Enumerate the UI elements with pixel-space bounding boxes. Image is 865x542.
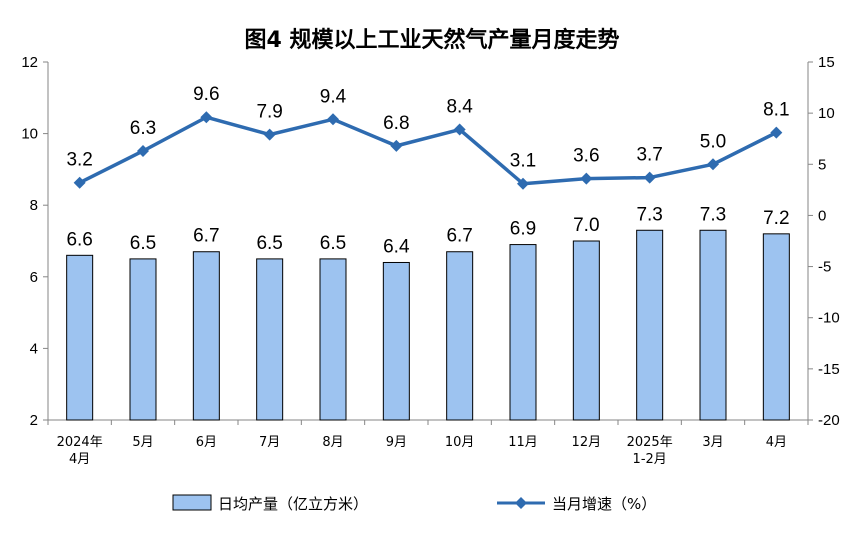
legend-line-marker — [515, 497, 527, 509]
series-line — [78, 115, 778, 186]
bar-data-label: 7.3 — [700, 204, 726, 225]
bar — [509, 244, 537, 421]
bar-data-label: 6.5 — [320, 233, 346, 254]
line-point — [453, 123, 466, 136]
line-point — [517, 177, 529, 190]
bar — [636, 229, 664, 421]
bar — [382, 261, 410, 421]
bar — [66, 254, 94, 421]
line-data-label: 3.1 — [510, 151, 536, 172]
x-tick-label: 2024年 — [57, 435, 103, 450]
bar-data-label: 6.5 — [130, 233, 156, 254]
x-tick-label: 1-2月 — [633, 452, 667, 467]
x-tick-label: 2025年 — [627, 435, 673, 450]
line-point — [73, 176, 86, 189]
bar-data-label: 6.5 — [256, 233, 282, 254]
bar — [319, 258, 347, 421]
bar — [129, 258, 157, 421]
line-point — [200, 111, 213, 124]
line-point — [390, 139, 403, 152]
line-data-label: 8.4 — [446, 97, 473, 118]
line-data-label: 3.7 — [636, 145, 662, 166]
line-data-label: 6.8 — [383, 113, 409, 134]
y-right-tick-label: -5 — [818, 259, 831, 276]
y-left-tick-label: 2 — [30, 412, 38, 429]
bar — [256, 258, 284, 421]
y-left-tick-label: 4 — [30, 340, 38, 357]
line-point — [327, 113, 339, 126]
bar-data-label: 6.6 — [66, 229, 92, 250]
bar-data-label: 6.4 — [383, 236, 410, 257]
line-point — [580, 172, 593, 185]
legend-bar-swatch — [172, 494, 212, 511]
line-data-label: 3.6 — [573, 146, 599, 167]
x-tick-label: 5月 — [132, 435, 153, 450]
line-point — [137, 144, 149, 157]
bar-data-label: 6.7 — [193, 226, 219, 247]
x-tick-label: 10月 — [445, 435, 475, 450]
bar-data-label: 7.2 — [763, 208, 789, 229]
line-point — [643, 171, 656, 184]
bar — [192, 251, 220, 421]
line-data-label: 9.4 — [320, 86, 347, 107]
bar — [572, 240, 600, 421]
line-point — [707, 158, 719, 171]
bar-data-label: 6.9 — [510, 219, 536, 240]
legend: 日均产量（亿立方米） 当月增速（%） — [172, 494, 656, 513]
line-data-label: 9.6 — [193, 84, 219, 105]
bar-data-label: 7.3 — [636, 204, 662, 225]
plot-area: 2 4 6 8 10 12 -20 -15 -10 -5 0 5 10 15 2024年 4月 5月 6月 7月 8月… — [21, 54, 839, 467]
legend-bar-label: 日均产量（亿立方米） — [218, 495, 368, 513]
line-point — [770, 126, 783, 139]
line-point — [263, 128, 276, 141]
legend-line-label: 当月增速（%） — [552, 495, 656, 513]
x-tick-label: 3月 — [702, 435, 723, 450]
chart-title: 图4 规模以上工业天然气产量月度走势 — [245, 27, 620, 53]
line-data-label: 7.9 — [256, 102, 282, 123]
line-data-label: 8.1 — [763, 100, 789, 121]
bar — [446, 251, 474, 421]
bar — [762, 233, 790, 421]
y-right-tick-label: -15 — [818, 361, 840, 378]
x-tick-label: 4月 — [766, 435, 787, 450]
x-tick-label: 7月 — [259, 435, 280, 450]
y-right-tick-label: -10 — [818, 310, 840, 327]
bar-data-label: 6.7 — [446, 226, 472, 247]
y-left-tick-label: 6 — [30, 269, 38, 286]
y-left-tick-label: 8 — [30, 197, 38, 214]
y-left-tick-label: 12 — [21, 54, 38, 71]
x-tick-label: 9月 — [386, 435, 407, 450]
y-right-tick-label: 15 — [818, 54, 835, 71]
y-left-tick-label: 10 — [21, 126, 38, 143]
bar — [699, 229, 727, 421]
line-data-label: 5.0 — [700, 131, 726, 152]
x-tick-label: 11月 — [508, 435, 538, 450]
y-right-tick-label: -20 — [818, 412, 840, 429]
line-data-label: 6.3 — [130, 118, 156, 139]
y-right-tick-label: 5 — [818, 156, 826, 173]
x-tick-label: 6月 — [196, 435, 217, 450]
x-tick-label: 12月 — [572, 435, 602, 450]
x-tick-label: 8月 — [322, 435, 343, 450]
y-right-tick-label: 10 — [818, 105, 835, 122]
line-data-label: 3.2 — [66, 150, 92, 171]
bar-data-label: 7.0 — [573, 215, 599, 236]
x-tick-label: 4月 — [69, 452, 90, 467]
y-right-tick-label: 0 — [818, 207, 826, 224]
